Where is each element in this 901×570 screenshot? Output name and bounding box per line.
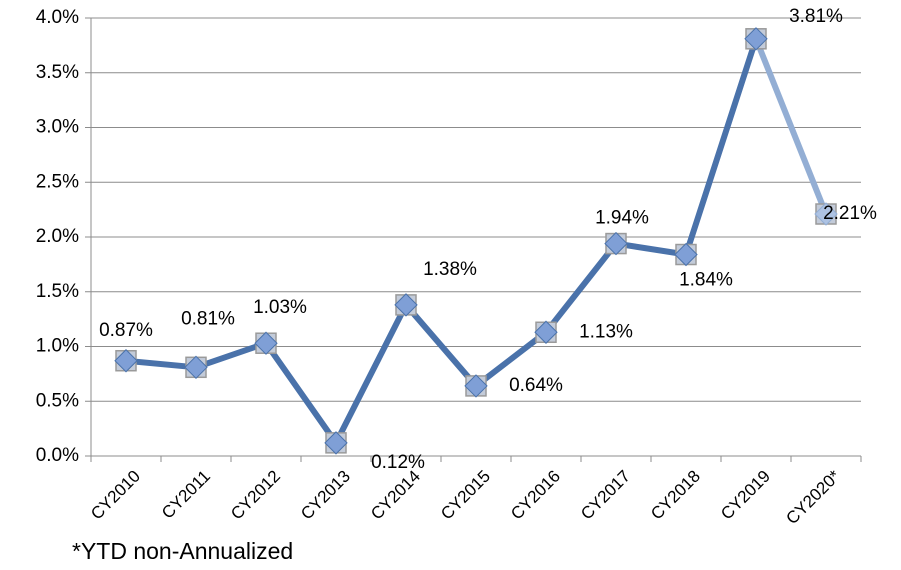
x-tick-label: CY2016 — [507, 467, 564, 524]
x-tick-label: CY2012 — [227, 467, 284, 524]
marker-diamond — [674, 242, 698, 267]
marker-diamond — [464, 374, 488, 398]
y-tick-label: 0.0% — [36, 445, 79, 466]
y-tick-label: 2.0% — [36, 226, 79, 247]
x-tick-label: CY2019 — [717, 467, 774, 524]
y-tick-label: 3.0% — [36, 117, 79, 138]
x-tick-label: CY2011 — [158, 467, 214, 523]
data-label: 1.94% — [595, 208, 649, 229]
y-tick-label: 1.0% — [36, 336, 79, 357]
marker-diamond — [184, 355, 208, 380]
y-tick-label: 3.5% — [36, 62, 79, 83]
data-label: 1.84% — [679, 270, 733, 291]
marker-diamond — [324, 431, 348, 455]
data-label: 1.13% — [579, 321, 633, 342]
x-tick-label: CY2018 — [647, 467, 704, 524]
marker — [604, 231, 628, 256]
x-tick-label: CY2010 — [87, 467, 144, 524]
marker — [534, 320, 558, 344]
line — [125, 37, 759, 446]
data-label: 1.38% — [423, 259, 477, 280]
line-segment — [753, 37, 829, 216]
x-tick-label: CY2013 — [297, 467, 354, 524]
y-tick-label: 0.5% — [36, 390, 79, 411]
x-tick-label: CY2020* — [782, 466, 844, 528]
data-label: 0.64% — [509, 375, 563, 396]
marker — [674, 242, 698, 267]
data-label: 3.81% — [789, 6, 843, 27]
y-tick-label: 4.0% — [36, 7, 79, 28]
marker-diamond — [534, 320, 558, 344]
marker — [114, 349, 138, 373]
marker-diamond — [814, 202, 838, 226]
marker — [254, 331, 278, 355]
marker — [814, 202, 838, 226]
marker-diamond — [744, 27, 768, 51]
marker-diamond — [254, 331, 278, 355]
marker-diamond — [604, 231, 628, 256]
x-tick-label: CY2017 — [577, 467, 634, 524]
marker-diamond — [114, 349, 138, 373]
marker — [744, 27, 768, 51]
y-tick-label: 1.5% — [36, 281, 79, 302]
marker — [324, 431, 348, 455]
marker — [394, 293, 418, 317]
marker — [464, 374, 488, 398]
data-label: 0.12% — [371, 452, 425, 473]
x-tick-label: CY2015 — [437, 467, 494, 524]
data-label: 0.87% — [99, 320, 153, 341]
x-tick-label: CY2014 — [367, 467, 424, 524]
y-tick-label: 2.5% — [36, 171, 79, 192]
data-label: 2.21% — [823, 203, 877, 224]
data-label: 1.03% — [253, 297, 307, 318]
marker-diamond — [394, 293, 418, 317]
footnote: *YTD non-Annualized — [72, 538, 293, 564]
marker — [184, 355, 208, 380]
data-label: 0.81% — [181, 308, 235, 329]
